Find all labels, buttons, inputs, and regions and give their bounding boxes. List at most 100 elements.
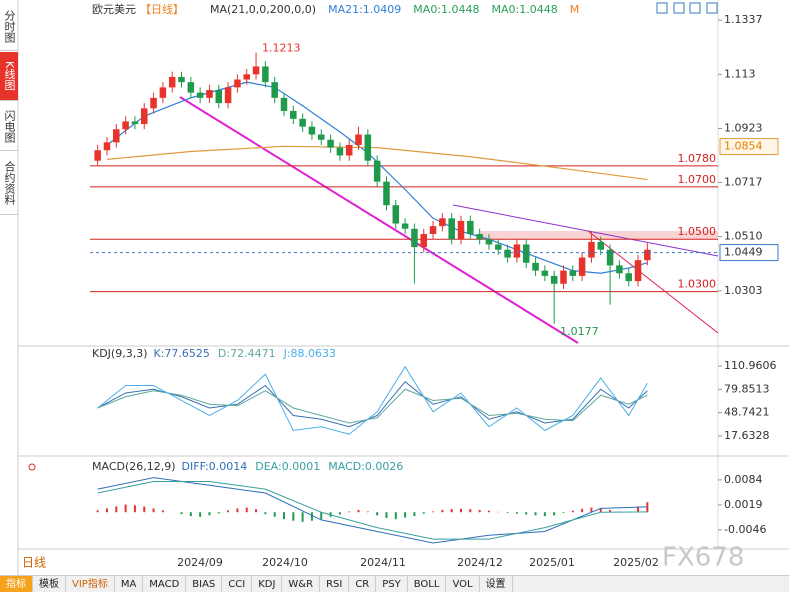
period: 【日线】 <box>140 2 184 16</box>
high-label: 1.1213 <box>262 42 301 55</box>
legend-item: DIFF:0.0014 <box>182 460 248 473</box>
indicator-line <box>97 480 648 540</box>
chart-title: 欧元美元 <box>92 3 136 16</box>
toolbar-item[interactable]: 设置 <box>480 576 513 592</box>
toolbar-item[interactable]: VOL <box>446 576 480 592</box>
chart-bg <box>18 0 789 575</box>
candle-body <box>606 249 614 266</box>
legend-item: DEA:0.0001 <box>255 460 320 473</box>
toolbar-item[interactable]: MA <box>115 576 144 592</box>
toolbar-item[interactable]: BOLL <box>408 576 447 592</box>
toolbar-item[interactable]: VIP指标 <box>66 576 115 592</box>
y-tick-label: 1.0303 <box>724 284 763 297</box>
candle-body <box>280 97 288 111</box>
candle-body <box>364 134 372 161</box>
candle-body <box>243 74 250 80</box>
x-tick-label: 2024/09 <box>177 556 223 569</box>
candle-body <box>94 150 101 161</box>
candle-body <box>336 147 344 156</box>
x-tick-label: 2025/01 <box>529 556 575 569</box>
candle-body <box>550 275 558 284</box>
toolbar-item[interactable]: BIAS <box>186 576 223 592</box>
y-tick-label: 0.0019 <box>724 498 763 511</box>
candle-body <box>448 218 455 240</box>
ma-price-box <box>719 138 779 156</box>
candle-body <box>504 249 511 258</box>
y-tick-label: -0.0046 <box>724 523 766 536</box>
level-label: 1.0300 <box>678 278 717 291</box>
candle-body <box>224 87 232 104</box>
candle-body <box>392 205 400 224</box>
y-tick-label: 17.6328 <box>724 429 770 442</box>
toolbar-item[interactable]: RSI <box>320 576 350 592</box>
candle-body <box>625 273 632 282</box>
toolbar-item[interactable]: 指标 <box>0 576 33 592</box>
candle-body <box>634 260 642 282</box>
x-tick-label: 2024/12 <box>457 556 503 569</box>
side-tab[interactable]: 闪电图 <box>0 102 18 151</box>
candle-body <box>420 234 428 248</box>
candle-body <box>597 241 605 250</box>
candle-body <box>187 82 195 93</box>
toolbar-item[interactable]: 模板 <box>33 576 66 592</box>
legend-item: MA0:1.0448 <box>492 3 558 16</box>
y-tick-label: 1.0923 <box>724 121 763 134</box>
trend-line <box>452 204 719 257</box>
low-label: 1.0177 <box>560 325 599 338</box>
candle-body <box>383 181 390 206</box>
candle-body <box>532 262 539 271</box>
legend-item: K:77.6525 <box>154 347 210 360</box>
candle-body <box>588 241 595 258</box>
indicator-line <box>97 365 648 435</box>
side-tab[interactable]: K线图 <box>0 52 18 101</box>
toolbar: 指标 模板 VIP指标 MA MACD BIAS CCI KDJ W&R RSI CR PSY BOLL… <box>0 575 789 592</box>
toolbar-item[interactable]: CR <box>349 576 377 592</box>
candle-body <box>355 134 362 145</box>
candle-body <box>569 270 577 276</box>
y-tick-label: 1.0717 <box>724 175 763 188</box>
y-tick-label: 1.0510 <box>724 230 763 243</box>
candle-body <box>495 244 502 250</box>
x-tick-label: 2024/10 <box>262 556 308 569</box>
toolbar-item[interactable]: W&R <box>282 576 321 592</box>
candle-body <box>411 228 418 248</box>
panel-title: MACD(26,12,9) <box>92 460 176 473</box>
y-tick-label: 1.1337 <box>724 13 763 26</box>
x-tick-label: 2025/02 <box>613 556 659 569</box>
candle-body <box>578 257 586 276</box>
legend-item: M <box>570 3 580 16</box>
ma-line <box>106 145 648 181</box>
toolbar-item[interactable]: CCI <box>222 576 253 592</box>
side-tab[interactable]: 分时图 <box>0 2 18 51</box>
candle-body <box>262 66 269 83</box>
x-tick-label: 2024/11 <box>360 556 406 569</box>
candle-body <box>234 79 241 88</box>
candle-body <box>290 110 297 119</box>
y-tick-label: 0.0084 <box>724 473 763 486</box>
legend-item: J:88.0633 <box>283 347 336 360</box>
candle-body <box>476 234 483 240</box>
period-tab[interactable]: 日线 <box>22 556 46 570</box>
legend-item: MA0:1.0448 <box>413 3 479 16</box>
candle-body <box>150 97 157 109</box>
candle-body <box>644 249 651 261</box>
candle-body <box>522 244 530 263</box>
panel-title: KDJ(9,3,3) <box>92 347 148 360</box>
candle-body <box>103 142 111 151</box>
side-tab[interactable]: 合约资料 <box>0 152 18 215</box>
toolbar-item[interactable]: MACD <box>143 576 187 592</box>
toolbar-item[interactable]: KDJ <box>252 576 283 592</box>
candle-body <box>345 144 353 156</box>
legend-item: D:72.4471 <box>218 347 276 360</box>
toolbar-icons <box>656 2 718 14</box>
indicator-line <box>97 477 648 544</box>
candle-body <box>206 90 213 98</box>
legend-item: MA(21,0,0,200,0,0) <box>210 3 316 16</box>
toolbar-item[interactable]: PSY <box>376 576 408 592</box>
level-label: 1.0500 <box>678 225 717 238</box>
candle-body <box>113 129 120 143</box>
candle-body <box>457 220 465 240</box>
candle-body <box>196 92 204 98</box>
candle-body <box>429 226 437 234</box>
